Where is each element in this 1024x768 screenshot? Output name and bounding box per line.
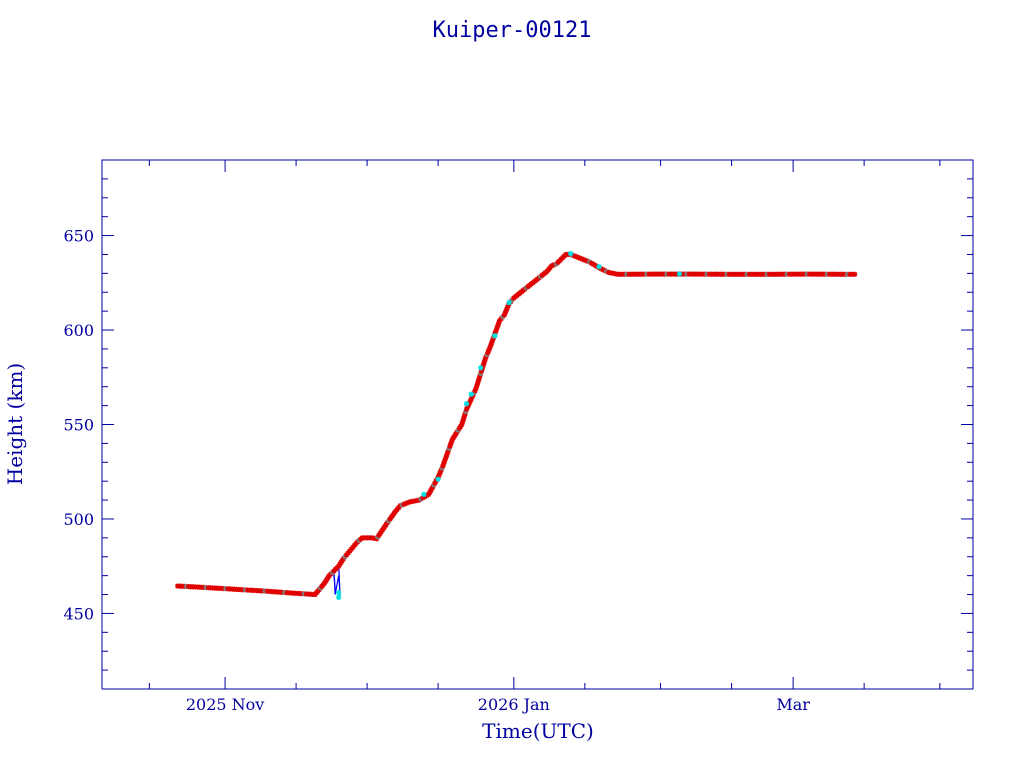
y-tick-label: 600 (63, 321, 94, 340)
series-point-secondary (506, 300, 512, 306)
series-point-secondary (596, 264, 602, 270)
chart-title: Kuiper-00121 (433, 18, 592, 43)
y-tick-label: 650 (63, 227, 94, 246)
x-tick-label: 2025 Nov (186, 695, 264, 714)
data-points (175, 250, 858, 600)
y-tick-labels: 450 500 550 600 650 (63, 227, 94, 624)
x-tick-label: Mar (776, 695, 810, 714)
series-point (852, 271, 858, 277)
y-tick-label: 450 (63, 604, 94, 623)
series-point-secondary (421, 491, 427, 498)
axis-ticks (102, 159, 973, 690)
series-point-secondary (336, 590, 342, 596)
y-tick-label: 500 (63, 510, 94, 529)
y-tick-label: 550 (63, 416, 94, 435)
series-point-secondary (676, 271, 683, 277)
x-axis-label: Time(UTC) (482, 719, 594, 743)
series-point-secondary (468, 391, 474, 397)
series-point-secondary (568, 250, 574, 257)
series-point-secondary (478, 365, 484, 371)
series-point-secondary (463, 401, 470, 407)
series-point-secondary (435, 476, 441, 482)
series-point-secondary (492, 333, 498, 339)
series-point (445, 448, 451, 454)
plot-frame (101, 159, 974, 690)
y-axis-label: Height (km) (3, 363, 27, 485)
series-point (443, 454, 449, 460)
series-point-secondary (336, 594, 342, 600)
x-tick-labels: 2025 Nov 2026 Jan Mar (186, 695, 810, 714)
x-tick-label: 2026 Jan (478, 695, 550, 714)
